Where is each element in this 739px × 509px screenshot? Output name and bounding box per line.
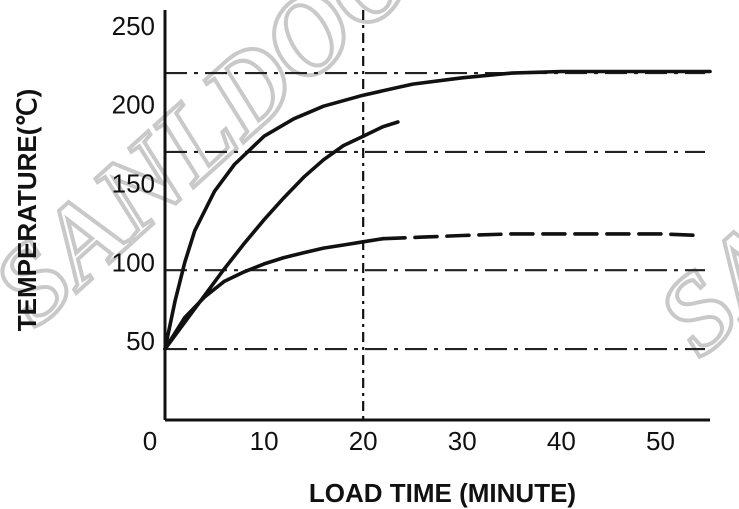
x-tick-label-30: 30 xyxy=(448,426,477,456)
x-tick-label-0: 0 xyxy=(143,426,157,456)
y-tick-label-100: 100 xyxy=(112,247,155,277)
y-tick-label-200: 200 xyxy=(112,90,155,120)
axes xyxy=(163,10,710,422)
y-tick-label-50: 50 xyxy=(126,326,155,356)
x-tick-label-20: 20 xyxy=(349,426,378,456)
x-tick-label-10: 10 xyxy=(250,426,279,456)
watermark-text-right: SANLDOON xyxy=(634,0,739,378)
tick-labels: 0 10 20 30 40 50 50 100 150 200 250 xyxy=(112,11,675,456)
series-lines xyxy=(163,69,712,351)
series-line-0 xyxy=(163,69,712,351)
x-tick-label-40: 40 xyxy=(547,426,576,456)
x-axis-title: LOAD TIME (MINUTE) xyxy=(309,478,576,508)
series-line-3 xyxy=(381,232,702,241)
y-tick-label-250: 250 xyxy=(112,11,155,41)
y-axis-title: TEMPERATURE(℃) xyxy=(12,89,42,331)
series-line-2 xyxy=(163,236,385,351)
watermark-text-left: SANLDOON xyxy=(0,0,499,348)
y-tick-label-150: 150 xyxy=(112,168,155,198)
x-tick-label-50: 50 xyxy=(646,426,675,456)
